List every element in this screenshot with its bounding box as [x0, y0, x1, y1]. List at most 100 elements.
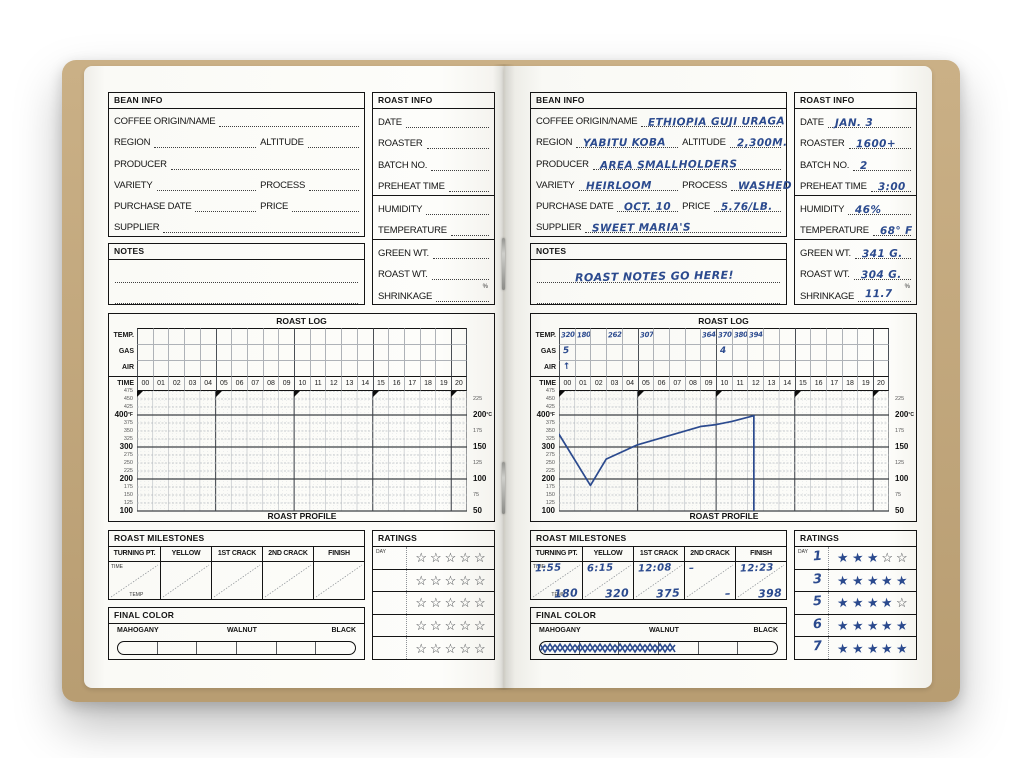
star-icon: ★: [851, 572, 865, 589]
c-axis-tick: 50: [473, 506, 482, 515]
time-marker-triangle: [215, 391, 222, 397]
log-cell: [794, 360, 811, 376]
field-row: PRODUCER AREA SMALLHOLDERS: [531, 151, 786, 172]
star-icon: ★: [880, 617, 894, 634]
time-cell: 05: [215, 376, 232, 391]
log-cell: [262, 344, 279, 360]
green-wt-line: [432, 245, 489, 259]
rating-day-cell: 3: [795, 569, 829, 592]
f-axis-tick: 100: [541, 506, 555, 515]
log-cell: [215, 328, 232, 344]
left-page: BEAN INFO COFFEE ORIGIN/NAME REGION ALTI…: [84, 66, 504, 688]
star-icon: ☆: [415, 550, 428, 566]
log-cell: [621, 344, 638, 360]
f-axis-tick: 175: [545, 484, 555, 490]
time-cell: 16: [388, 376, 404, 391]
shrinkage-label: SHRINKAGE: [378, 290, 433, 302]
star-icon: ☆: [444, 640, 457, 656]
temperature-label: TEMPERATURE: [378, 225, 447, 236]
star-icon: ★: [865, 594, 880, 612]
f-axis-tick: 200: [541, 474, 555, 483]
purchase-date-line: OCT. 10: [617, 198, 679, 213]
log-cell: [637, 360, 654, 376]
log-cell: [184, 360, 200, 376]
rating-row: DAY ☆ ☆ ☆ ☆ ☆: [373, 547, 494, 569]
walnut-label: WALNUT: [226, 627, 257, 634]
producer-value: AREA SMALLHOLDERS: [599, 157, 738, 172]
log-cell: 5: [559, 344, 575, 360]
rating-day-cell: DAY 1: [795, 547, 829, 569]
date-line: [405, 114, 489, 128]
log-cell: [294, 360, 310, 376]
log-cell: [246, 328, 263, 344]
final-color-segment: [737, 642, 777, 654]
rating-day-value: 7: [812, 639, 823, 655]
price-label: PRICE: [260, 200, 289, 212]
bean-info-box: BEAN INFO COFFEE ORIGIN/NAME REGION ALTI…: [108, 92, 365, 237]
temperature-line: [450, 222, 489, 236]
c-axis-tick: 150: [895, 442, 909, 451]
origin-line: ETHIOPIA GUJI URAGA: [641, 113, 786, 129]
altitude-label: ALTITUDE: [260, 137, 304, 149]
milestone-column-header: YELLOW: [582, 547, 633, 561]
milestone-cell: TIME TEMP: [109, 562, 160, 600]
log-cell: [435, 344, 452, 360]
f-axis-tick: 275: [545, 452, 555, 458]
star-icon: ★: [851, 617, 865, 634]
staple: [502, 238, 505, 290]
log-cell: [325, 344, 342, 360]
star-icon: ★: [880, 572, 894, 589]
log-cell: [215, 344, 232, 360]
time-cell: 03: [606, 376, 622, 391]
time-cell: 08: [262, 376, 279, 391]
time-marker-triangle: [716, 391, 723, 397]
rating-day-cell: DAY: [373, 547, 407, 569]
rating-row: DAY 1 ★ ★ ★ ☆ ☆: [795, 547, 916, 569]
time-cell: 18: [419, 376, 436, 391]
star-icon: ★: [836, 640, 850, 657]
log-cell: [356, 360, 373, 376]
log-cell: [278, 344, 295, 360]
time-cell: 11: [731, 376, 748, 391]
f-axis-tick: 375: [123, 420, 133, 426]
roaster-line: 1600+: [848, 135, 911, 150]
final-color-scribble: [540, 642, 676, 654]
roast-info-box: ROAST INFO DATE ROASTER BATCH NO. PREHEA…: [372, 92, 495, 305]
log-cell: [403, 344, 420, 360]
log-cell: 307: [637, 328, 653, 344]
star-icon: ☆: [415, 618, 428, 634]
log-row-label: GAS: [118, 348, 134, 355]
c-axis-tick: 75: [473, 492, 480, 498]
f-axis-tick: 350: [545, 428, 555, 434]
batch-no-value: 2: [860, 159, 869, 172]
notes-box: NOTES ROAST NOTES GO HERE!: [530, 243, 787, 305]
ratings-title: RATINGS: [373, 531, 494, 547]
rating-day-cell: [373, 569, 407, 592]
star-icon: ☆: [473, 640, 486, 656]
time-marker-triangle: [637, 391, 644, 397]
log-cell: [435, 360, 452, 376]
log-cell: [435, 328, 452, 344]
time-cell: 03: [184, 376, 200, 391]
humidity-value: 46%: [855, 203, 882, 216]
milestones-header: TURNING PT. YELLOW 1ST CRACK 2ND CRACK FINIS…: [109, 547, 364, 562]
time-cell: 11: [309, 376, 326, 391]
rating-stars: ☆ ☆ ☆ ☆ ☆: [407, 637, 494, 659]
rating-day-cell: 7: [795, 637, 829, 659]
log-cell: [199, 344, 216, 360]
rating-row: 7 ★ ★ ★ ★ ★: [795, 636, 916, 659]
log-cell: [590, 328, 607, 344]
rating-day-value: 3: [812, 571, 823, 587]
f-axis-tick: 475: [545, 388, 555, 394]
star-icon: ☆: [430, 572, 442, 588]
milestone-temp-value: –: [724, 586, 732, 601]
preheat-line: [448, 178, 489, 192]
preheat-value: 3:00: [877, 180, 906, 194]
c-axis-tick: 100: [473, 474, 487, 483]
temperature-line: 68° F: [872, 222, 913, 237]
producer-line: [170, 156, 359, 170]
roast-log-title: ROAST LOG: [276, 316, 327, 326]
final-color-box: FINAL COLOR MAHOGANY WALNUT BLACK: [530, 607, 787, 660]
day-mini-label: DAY: [376, 549, 386, 555]
region-value: YABITU KOBA: [583, 136, 667, 150]
